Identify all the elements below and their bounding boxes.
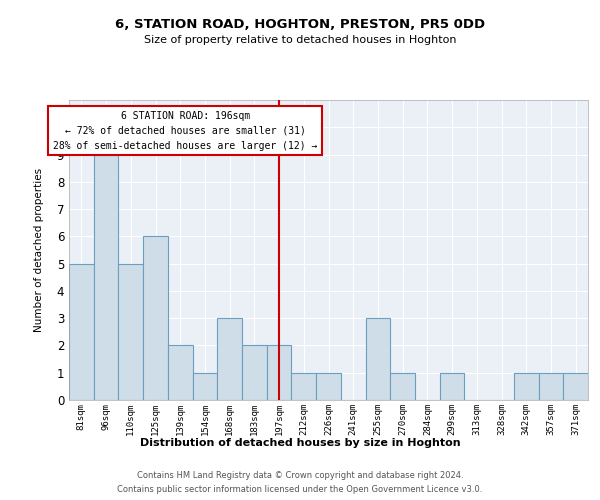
Bar xyxy=(292,372,316,400)
Bar xyxy=(118,264,143,400)
Text: Size of property relative to detached houses in Hoghton: Size of property relative to detached ho… xyxy=(144,35,456,45)
Bar xyxy=(316,372,341,400)
Bar xyxy=(539,372,563,400)
Bar xyxy=(143,236,168,400)
Bar xyxy=(193,372,217,400)
Bar xyxy=(563,372,588,400)
Bar xyxy=(217,318,242,400)
Text: Distribution of detached houses by size in Hoghton: Distribution of detached houses by size … xyxy=(140,438,460,448)
Text: 6 STATION ROAD: 196sqm
← 72% of detached houses are smaller (31)
28% of semi-det: 6 STATION ROAD: 196sqm ← 72% of detached… xyxy=(53,111,317,150)
Bar xyxy=(440,372,464,400)
Bar xyxy=(365,318,390,400)
Y-axis label: Number of detached properties: Number of detached properties xyxy=(34,168,44,332)
Bar xyxy=(242,346,267,400)
Bar xyxy=(69,264,94,400)
Bar xyxy=(94,154,118,400)
Bar xyxy=(390,372,415,400)
Text: Contains HM Land Registry data © Crown copyright and database right 2024.: Contains HM Land Registry data © Crown c… xyxy=(137,472,463,480)
Bar xyxy=(514,372,539,400)
Bar xyxy=(168,346,193,400)
Bar xyxy=(267,346,292,400)
Text: Contains public sector information licensed under the Open Government Licence v3: Contains public sector information licen… xyxy=(118,484,482,494)
Text: 6, STATION ROAD, HOGHTON, PRESTON, PR5 0DD: 6, STATION ROAD, HOGHTON, PRESTON, PR5 0… xyxy=(115,18,485,30)
